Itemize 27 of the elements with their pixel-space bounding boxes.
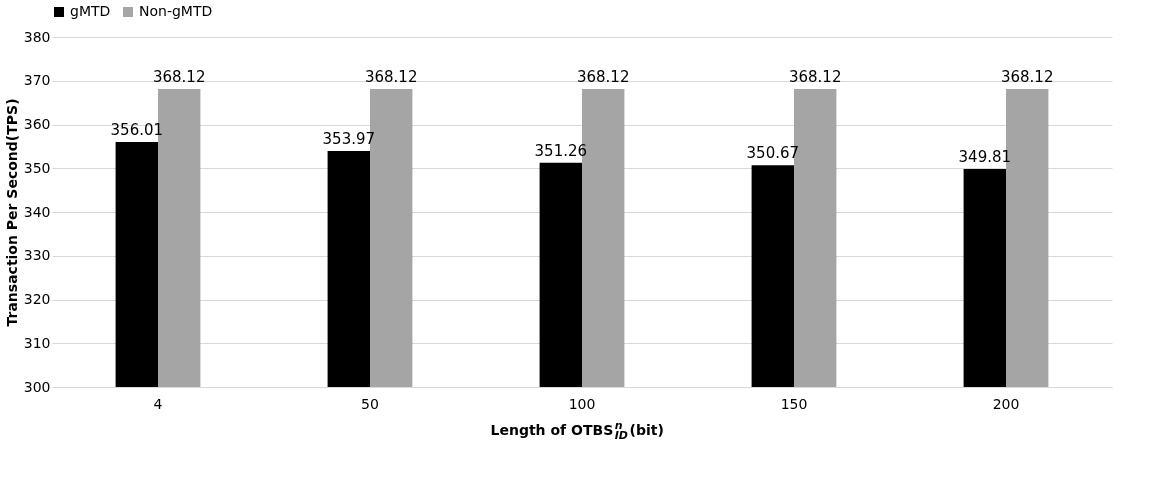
y-tick-label: 320 [23,291,51,307]
legend-label: Non-gMTD [139,3,213,19]
data-label: 349.81 [958,148,1012,167]
y-tick-label: 360 [23,116,51,132]
y-tick-label: 350 [23,159,51,176]
x-tick-label: 150 [780,395,808,412]
data-label: 368.12 [152,67,206,86]
y-tick-label: 310 [23,334,51,351]
data-label: 351.26 [534,141,588,160]
y-tick-label: 370 [23,72,51,89]
data-label: 350.67 [746,144,800,163]
y-tick-label: 300 [23,378,51,395]
x-tick-label: 50 [361,395,379,412]
data-label: 368.12 [788,67,842,86]
y-tick-label: 340 [23,203,51,220]
y-tick-label: 330 [23,247,51,264]
y-axis-title: Transaction Per Second(TPS) [3,98,20,327]
y-tick-label: 380 [23,28,51,45]
data-label: 368.12 [1000,67,1054,86]
x-tick-label: 100 [568,395,596,412]
data-label: 356.01 [110,120,164,139]
data-label: 368.12 [576,67,630,86]
legend-label: gMTD [70,3,111,19]
x-tick-label: 200 [992,395,1020,412]
data-label: 368.12 [364,67,418,86]
data-label: 353.97 [322,129,376,148]
x-tick-label: 4 [153,395,163,412]
